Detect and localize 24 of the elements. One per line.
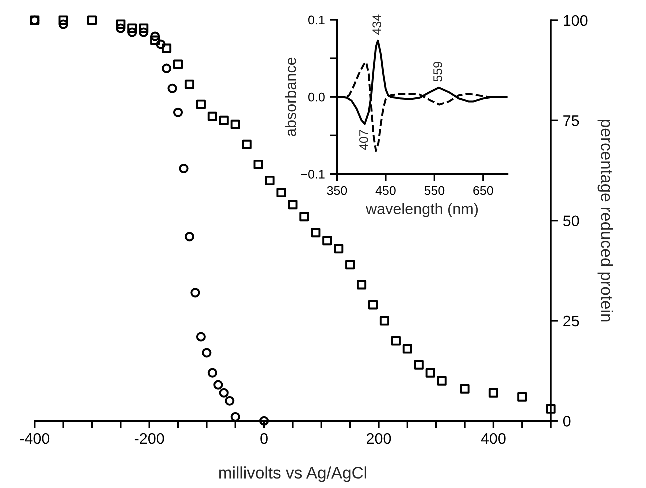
y-tick-label: 75: [564, 116, 580, 126]
y-tick-label: 100: [564, 15, 588, 26]
annotation: 407: [359, 130, 368, 150]
x-tick-label: -200: [134, 433, 164, 444]
y-tick-label: 0: [563, 416, 571, 427]
y-tick-label: −0.1: [301, 170, 325, 179]
x-tick-label: 550: [424, 186, 445, 196]
x-tick-label: 0: [260, 433, 268, 444]
x-tick-label: -400: [20, 433, 50, 444]
y-tick-label: 25: [564, 316, 580, 327]
x-tick-label: 400: [481, 433, 506, 444]
x-tick-label: 350: [327, 186, 348, 196]
y-tick-label: 0.0: [308, 92, 325, 102]
y-axis-title: absorbance: [285, 58, 296, 136]
x-axis-title: millivolts vs Ag/AgCl: [220, 466, 366, 482]
x-tick-label: 200: [367, 433, 392, 444]
x-tick-label: 650: [474, 186, 494, 196]
x-tick-label: 450: [376, 186, 396, 196]
annotation: 434: [372, 14, 382, 35]
y-tick-label: 0.1: [308, 16, 325, 25]
y-tick-label: 50: [563, 216, 580, 227]
x-axis-title: wavelength (nm): [366, 203, 478, 218]
y-axis-title: percentage reduced protein: [598, 120, 614, 322]
annotation: 559: [434, 62, 442, 82]
